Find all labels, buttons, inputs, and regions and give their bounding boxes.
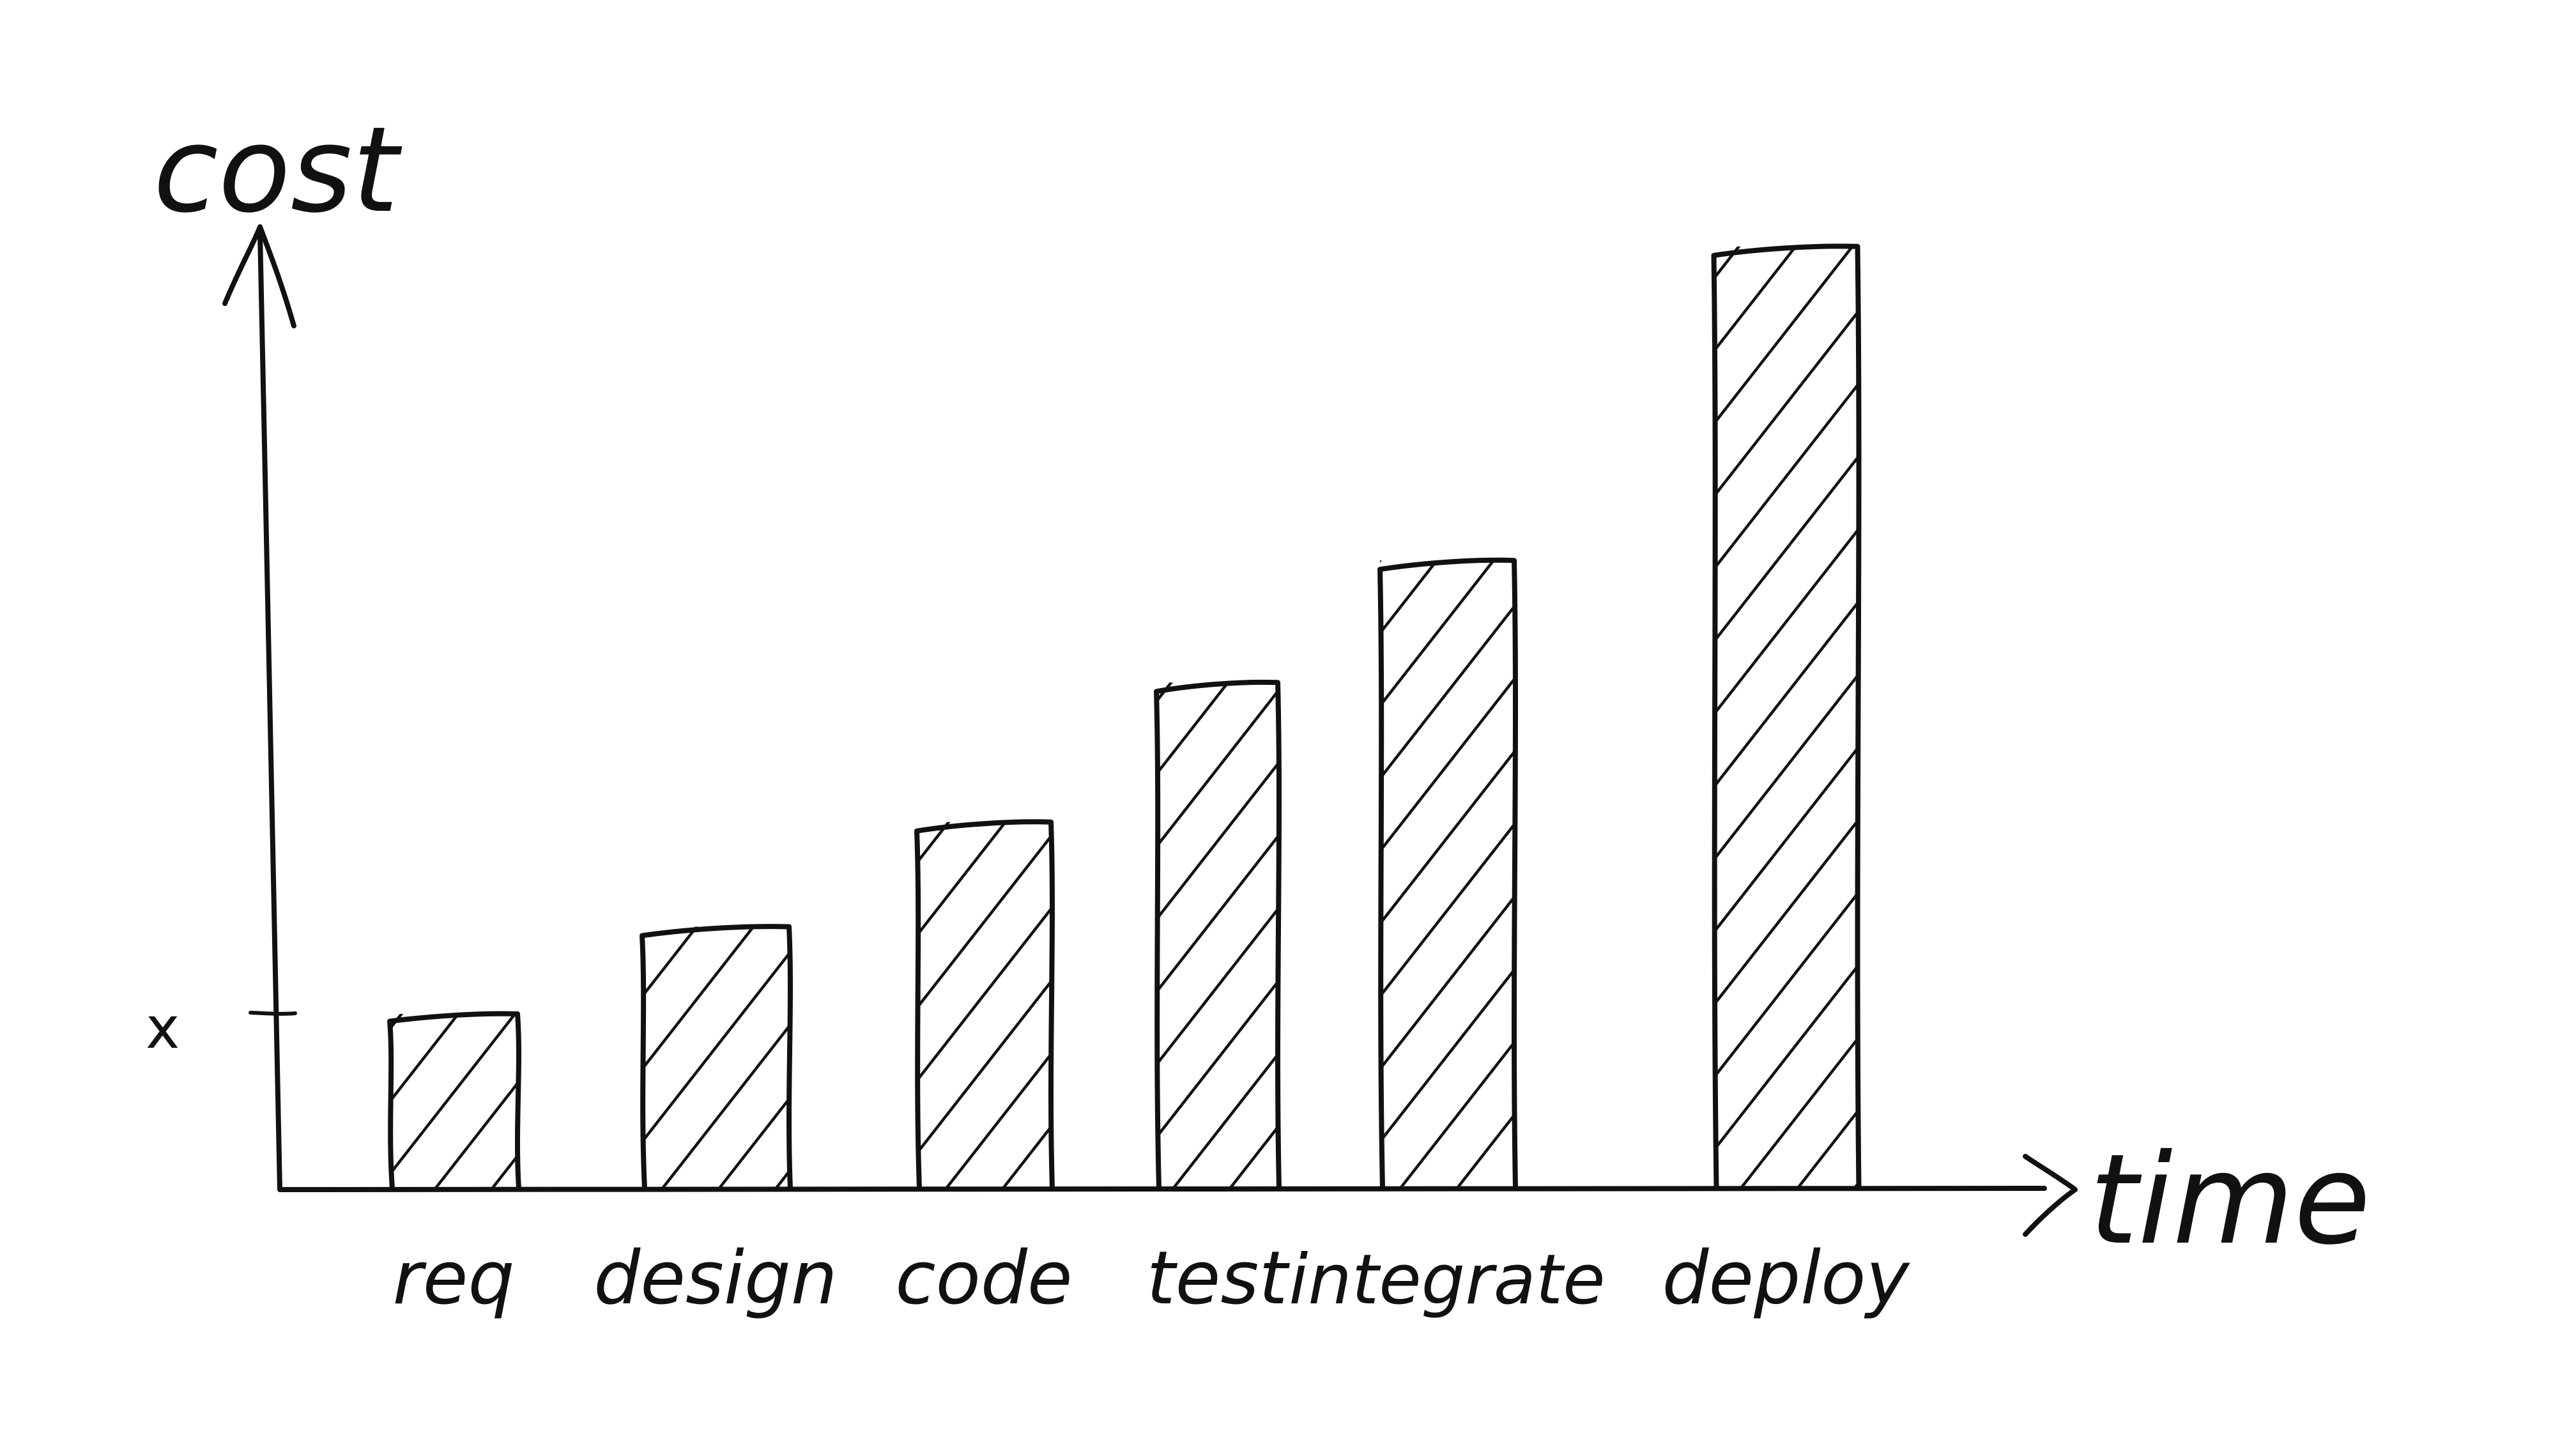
bar-deploy — [1711, 243, 1862, 1191]
bar-hatch-deploy — [1713, 246, 1858, 1188]
x-axis-arrowhead — [2023, 1154, 2078, 1237]
y-tick-mark — [249, 1011, 297, 1016]
category-label-test: test — [1147, 1236, 1291, 1321]
bars-group — [387, 243, 1862, 1191]
category-label-integrate: integrate — [1289, 1240, 1605, 1320]
bar-test — [1154, 679, 1282, 1191]
bar-hatch-req — [390, 1014, 518, 1188]
bar-integrate — [1377, 557, 1518, 1191]
bar-hatch-code — [917, 822, 1051, 1188]
y-axis-line — [257, 231, 282, 1192]
category-label-deploy: deploy — [1662, 1236, 1910, 1321]
bar-hatch-test — [1156, 682, 1278, 1188]
category-label-code: code — [895, 1236, 1072, 1321]
y-tick-label: x — [146, 995, 180, 1062]
x-axis-line — [279, 1186, 2047, 1192]
bar-req — [387, 1011, 521, 1191]
category-label-req: req — [392, 1236, 514, 1321]
y-axis-label: cost — [153, 101, 402, 239]
category-labels-group: req design code test integrate deploy — [392, 1236, 1910, 1321]
bar-code — [914, 819, 1055, 1191]
bar-design — [640, 924, 793, 1191]
x-axis-label: time — [2089, 1127, 2371, 1272]
bar-hatch-integrate — [1380, 560, 1514, 1188]
y-axis-arrowhead — [222, 224, 296, 328]
bar-hatch-design — [642, 926, 789, 1188]
category-label-design: design — [594, 1236, 838, 1321]
